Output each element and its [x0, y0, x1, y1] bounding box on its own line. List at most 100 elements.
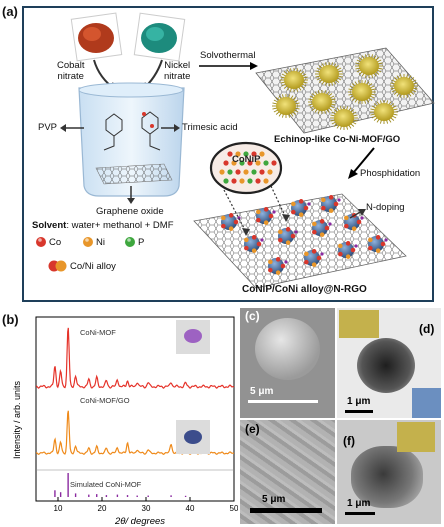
lattice-atom	[231, 160, 237, 166]
panel-d-scale: 1 μm	[347, 396, 371, 407]
solvent-text: : water+ methanol + DMF	[66, 220, 174, 231]
series-coni-mof: CoNi-MOF	[36, 327, 235, 389]
panel-e-label: (e)	[245, 422, 260, 436]
graphene-oxide-label: Graphene oxide	[96, 206, 164, 217]
phosphidation-label: Phosphidation	[360, 168, 421, 179]
mof-urchin	[355, 54, 383, 78]
panel-f-inset	[397, 422, 435, 452]
panel-a-drawing	[36, 12, 435, 289]
conip-particle	[278, 227, 298, 245]
pvp-label: PVP	[38, 122, 58, 133]
panel-a-schematic: Cobalt nitrate Nickel nitrate PVP Trimes…	[22, 6, 435, 302]
conip-particle	[291, 199, 311, 217]
conip-particle	[221, 213, 241, 231]
conimof-powder-photo	[176, 320, 210, 354]
panel-f-scale: 1 μm	[347, 498, 371, 509]
lattice-atom	[255, 160, 261, 166]
lattice-atom	[231, 178, 237, 184]
lattice-atom	[227, 151, 233, 157]
echinop-mof-graphene-sheet	[255, 47, 435, 134]
mof-urchin	[348, 80, 376, 104]
legend-co-atom	[36, 237, 46, 247]
conimof-go-powder-photo	[176, 420, 210, 454]
x-axis-label: 2θ/ degrees	[114, 516, 165, 527]
conip-particle	[268, 257, 288, 275]
conip-particle	[321, 195, 341, 213]
lattice-atom	[259, 169, 265, 175]
conip-particle	[256, 207, 276, 225]
conip-zoom-circle	[209, 141, 290, 236]
series-label: Simulated CoNi-MOF	[70, 480, 142, 489]
tem-image-f: (f) 1 μm	[337, 420, 441, 524]
panel-c-scale: 5 μm	[250, 386, 274, 397]
lattice-atom	[263, 178, 269, 184]
lattice-atom	[223, 160, 229, 166]
lattice-atom	[235, 169, 241, 175]
beaker-icon	[78, 82, 185, 197]
conip-particle	[312, 219, 332, 237]
mof-urchin	[315, 62, 343, 86]
sem-image-c: (c) 5 μm	[240, 308, 335, 418]
lattice-atom	[227, 169, 233, 175]
y-axis-label: Intensity / arb. units	[12, 380, 22, 459]
legend-alloy-atoms	[48, 260, 67, 272]
sem-image-e: (e) 5 μm	[240, 420, 335, 524]
product-label: CoNiP/CoNi alloy@N-RGO	[242, 284, 367, 295]
legend-ni-atom	[83, 237, 93, 247]
lattice-atom	[243, 151, 249, 157]
conip-particle	[368, 235, 388, 253]
lattice-atom	[243, 169, 249, 175]
panel-e-scale: 5 μm	[262, 494, 286, 505]
lattice-atom	[251, 169, 257, 175]
mof-urchin	[280, 68, 308, 92]
conip-rgo-graphene-sheet	[193, 193, 407, 289]
lattice-atom	[271, 160, 277, 166]
x-tick-label: 10	[54, 504, 63, 513]
solvent-label: Solvent: water+ methanol + DMF	[32, 220, 174, 231]
mof-urchin	[370, 100, 398, 124]
phosphidation-arrow	[353, 147, 375, 173]
lattice-atom	[247, 178, 253, 184]
conip-particle	[304, 249, 324, 267]
panel-d-inset-top	[339, 310, 379, 338]
ndoping-label: N-doping	[366, 202, 405, 213]
lattice-atom	[267, 169, 273, 175]
lattice-atom	[255, 178, 261, 184]
nickel-nitrate-powder	[133, 12, 186, 62]
solvent-bold: Solvent	[32, 220, 67, 231]
conip-particle	[244, 235, 264, 253]
cobalt-nitrate-label: Cobalt nitrate	[57, 60, 85, 82]
conip-particle	[344, 213, 364, 231]
trimesic-acid-label: Trimesic acid	[182, 122, 238, 133]
x-tick-label: 40	[186, 504, 195, 513]
lattice-atom	[235, 151, 241, 157]
series-label: CoNi-MOF/GO	[80, 396, 130, 405]
solvothermal-label: Solvothermal	[200, 50, 256, 61]
panel-d-label: (d)	[419, 322, 435, 336]
legend-alloy-label: Co/Ni alloy	[70, 261, 116, 272]
mof-urchin	[308, 90, 336, 114]
panel-c-scalebar	[248, 400, 318, 403]
legend-p-atom	[125, 237, 135, 247]
mof-urchin	[272, 94, 300, 118]
panel-c-label: (c)	[245, 309, 260, 323]
series-label: CoNi-MOF	[80, 328, 116, 337]
conip-zoom-label: CoNiP	[232, 154, 261, 165]
nickel-nitrate-label: Nickel nitrate	[164, 60, 191, 82]
lattice-atom	[259, 151, 265, 157]
plot-frame	[35, 316, 235, 502]
lattice-atom	[239, 160, 245, 166]
lattice-atom	[223, 178, 229, 184]
x-tick-label: 30	[142, 504, 151, 513]
lattice-atom	[263, 160, 269, 166]
panel-d-scalebar	[345, 410, 373, 413]
legend-co-label: Co	[49, 237, 62, 248]
lattice-atom	[239, 178, 245, 184]
panel-b-label: (b)	[2, 312, 19, 327]
x-tick-label: 50	[230, 504, 238, 513]
mof-urchin	[330, 106, 358, 130]
lattice-atom	[219, 169, 225, 175]
echinop-mof-label: Echinop-like Co-Ni-MOF/GO	[274, 134, 401, 145]
tem-image-d: (d) 1 μm	[337, 308, 441, 418]
lattice-atom	[247, 160, 253, 166]
